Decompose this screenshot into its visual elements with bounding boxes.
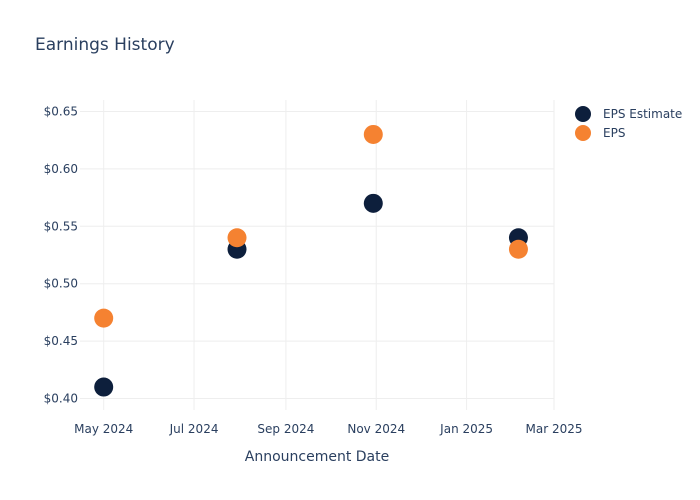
y-tick-label: $0.40 [44,392,78,406]
y-tick-label: $0.45 [44,334,78,348]
y-axis-ticks: $0.40 $0.45 $0.50 $0.55 $0.60 $0.65 [44,104,78,405]
y-tick-label: $0.65 [44,104,78,118]
legend-label[interactable]: EPS Estimate [603,107,682,121]
chart-title: Earnings History [35,35,175,55]
eps-point[interactable] [94,308,114,328]
eps-estimate-point[interactable] [94,377,114,397]
grid [80,100,555,410]
eps-point[interactable] [227,228,247,248]
x-tick-label: Sep 2024 [257,422,314,436]
eps-point[interactable] [508,239,528,259]
x-axis-ticks: May 2024 Jul 2024 Sep 2024 Nov 2024 Jan 2025… [74,422,582,436]
legend-label[interactable]: EPS [603,126,625,140]
legend-marker[interactable] [575,125,591,141]
x-tick-label: Jan 2025 [439,422,493,436]
eps-estimate-point[interactable] [363,193,383,213]
data-points [94,124,528,397]
legend-marker[interactable] [575,106,591,122]
eps-point[interactable] [363,124,383,144]
x-tick-label: Nov 2024 [347,422,405,436]
y-tick-label: $0.60 [44,162,78,176]
x-tick-label: Jul 2024 [169,422,219,436]
x-tick-label: Mar 2025 [526,422,583,436]
y-tick-label: $0.50 [44,277,78,291]
x-axis-title: Announcement Date [245,449,389,465]
legend[interactable]: EPS Estimate EPS [575,106,682,141]
y-tick-label: $0.55 [44,219,78,233]
x-tick-label: May 2024 [74,422,133,436]
